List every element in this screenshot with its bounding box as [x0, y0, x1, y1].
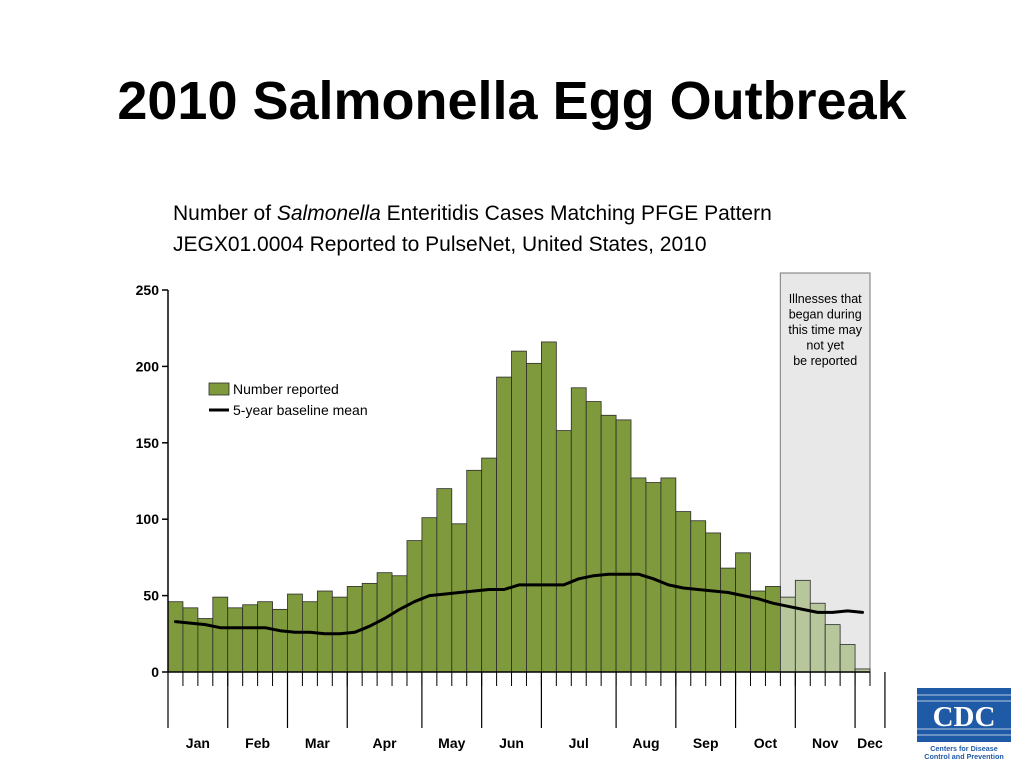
subtitle-line1-start: Number of [173, 202, 277, 225]
month-label-feb: Feb [245, 735, 270, 751]
bar-week-5 [227, 607, 244, 673]
month-label-dec: Dec [857, 735, 883, 751]
legend-label-number-reported: Number reported [233, 381, 339, 397]
bar-week-19 [436, 488, 453, 673]
y-tick-label-250: 250 [136, 282, 160, 298]
month-label-apr: Apr [373, 735, 398, 751]
y-tick-label-100: 100 [136, 511, 160, 527]
bar-week-4 [212, 596, 229, 673]
legend-label-baseline: 5-year baseline mean [233, 402, 368, 418]
bar-week-43 [794, 579, 811, 673]
y-tick-label-0: 0 [151, 664, 159, 680]
cdc-logo-text: CDC [933, 701, 996, 733]
bar-week-20 [451, 523, 468, 673]
bar-week-7 [257, 601, 273, 673]
bar-week-21 [466, 469, 483, 673]
lag-annotation-line-4: not yet [806, 339, 844, 353]
subtitle-line2: JEGX01.0004 Reported to PulseNet, United… [173, 233, 707, 256]
bar-week-35 [675, 511, 692, 673]
cdc-logo: CDC Centers for Disease Control and Prev… [917, 688, 1011, 761]
cdc-logo-tagline-2: Control and Prevention [924, 752, 1003, 761]
bar-week-6 [242, 604, 259, 673]
bar-week-37 [705, 532, 722, 673]
bar-week-1 [167, 601, 184, 673]
bar-week-45 [824, 624, 841, 673]
bar-week-30 [600, 414, 617, 673]
bar-week-28 [570, 387, 587, 673]
lag-annotation-line-3: this time may [788, 323, 862, 337]
legend-swatch-number-reported [208, 382, 230, 396]
lag-annotation-line-2: began during [789, 308, 862, 322]
bar-week-16 [391, 575, 408, 673]
month-label-jun: Jun [499, 735, 524, 751]
month-label-oct: Oct [754, 735, 778, 751]
y-tick-label-50: 50 [143, 588, 159, 604]
bar-week-39 [735, 552, 751, 673]
lag-annotation-line-1: Illnesses that [789, 292, 862, 306]
bar-week-31 [615, 419, 632, 673]
bar-week-11 [316, 590, 333, 673]
bar-week-25 [526, 362, 542, 673]
month-label-may: May [438, 735, 465, 751]
chart-subtitle: Number of Salmonella Enteritidis Cases M… [173, 198, 893, 260]
bar-week-2 [182, 607, 199, 673]
month-label-mar: Mar [305, 735, 330, 751]
bar-week-38 [720, 567, 736, 673]
bar-week-10 [302, 601, 318, 673]
y-tick-label-150: 150 [136, 435, 160, 451]
bar-week-29 [585, 401, 602, 673]
bar-week-24 [511, 350, 527, 673]
month-label-nov: Nov [812, 735, 839, 751]
bar-week-22 [481, 457, 497, 673]
subtitle-line1-end: Enteritidis Cases Matching PFGE Pattern [380, 202, 772, 225]
bar-week-40 [750, 590, 766, 673]
bar-week-27 [555, 430, 572, 673]
bar-week-23 [496, 376, 512, 673]
month-label-jul: Jul [569, 735, 589, 751]
lag-annotation-line-5: be reported [793, 354, 857, 368]
bar-week-41 [765, 586, 781, 673]
bar-week-46 [839, 644, 856, 673]
bar-week-36 [690, 520, 707, 673]
y-tick-label-200: 200 [136, 358, 160, 374]
bar-week-8 [272, 608, 288, 673]
month-label-aug: Aug [632, 735, 659, 751]
slide-title: 2010 Salmonella Egg Outbreak [117, 71, 907, 131]
month-label-jan: Jan [186, 735, 210, 751]
month-label-sep: Sep [693, 735, 719, 751]
bar-week-17 [406, 540, 423, 673]
bar-week-34 [660, 477, 677, 673]
subtitle-italic-genus: Salmonella [276, 202, 381, 225]
baseline-mean-line [174, 572, 864, 636]
bar-week-26 [541, 341, 557, 673]
cdc-logo-tagline-1: Centers for Disease [930, 744, 998, 753]
